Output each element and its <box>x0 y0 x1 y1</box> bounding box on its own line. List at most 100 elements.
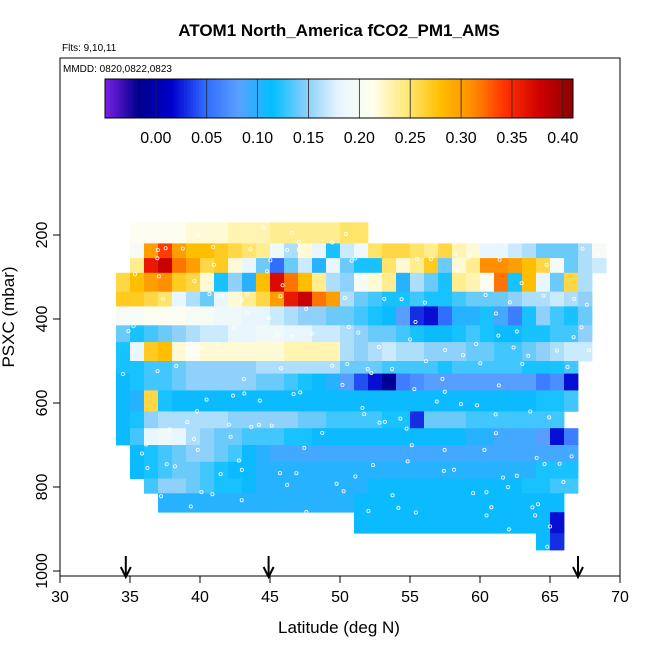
heatmap-cell <box>270 361 285 374</box>
sample-point <box>579 325 584 330</box>
sample-point <box>291 392 296 397</box>
sample-point <box>126 329 131 334</box>
heatmap-cell <box>144 258 159 274</box>
colorbar-tick-label: 0.10 <box>242 130 273 147</box>
sample-point <box>519 281 524 286</box>
heatmap-cell <box>312 390 327 412</box>
colorbar-segment <box>268 79 273 118</box>
heatmap-cell <box>200 291 215 307</box>
y-tick-label: 400 <box>34 306 51 333</box>
sample-point <box>186 306 191 311</box>
colorbar-segment <box>406 79 410 118</box>
heatmap-cell <box>354 272 369 293</box>
colorbar-segment <box>347 79 352 118</box>
heatmap-cell <box>578 243 593 259</box>
heatmap-cell <box>494 390 509 412</box>
heatmap-cell <box>424 428 439 446</box>
heatmap-cell <box>284 272 299 293</box>
heatmap-cell <box>396 411 411 429</box>
colorbar-segment <box>549 79 554 118</box>
colorbar-tick-label: 0.35 <box>496 130 527 147</box>
heatmap-cell <box>144 222 159 244</box>
heatmap-cell <box>298 291 313 307</box>
heatmap-cell <box>172 428 187 446</box>
heatmap-cell <box>480 428 495 446</box>
sample-point <box>365 366 370 371</box>
sample-point <box>496 383 501 388</box>
heatmap-cell <box>396 272 411 293</box>
heatmap-cell <box>368 493 383 513</box>
colorbar-segment <box>257 79 261 118</box>
heatmap-cell <box>508 445 523 463</box>
heatmap-cell <box>536 428 551 446</box>
heatmap-cell <box>522 361 537 374</box>
heatmap-cell <box>466 258 481 274</box>
colorbar-segment <box>429 79 434 118</box>
colorbar-segment <box>350 79 355 118</box>
heatmap-cell <box>144 325 159 343</box>
heatmap-cell <box>452 493 467 513</box>
colorbar-segment <box>564 79 568 118</box>
sample-point <box>159 229 164 234</box>
colorbar-segment <box>224 79 229 118</box>
sample-point <box>304 306 309 311</box>
sample-point <box>442 389 447 394</box>
heatmap-cell <box>564 306 579 326</box>
heatmap-cell <box>382 243 397 259</box>
heatmap-cell <box>326 493 341 513</box>
sample-point <box>216 342 221 347</box>
sample-point <box>534 455 539 460</box>
colorbar-segment <box>333 79 337 118</box>
sample-point <box>120 372 125 377</box>
heatmap-cell <box>270 243 285 259</box>
heatmap-cell <box>270 306 285 326</box>
heatmap-cell <box>578 272 593 293</box>
heatmap-cell <box>326 445 341 463</box>
sample-point <box>349 258 354 263</box>
heatmap-cell <box>312 373 327 391</box>
heatmap-cell <box>200 342 215 362</box>
heatmap-cell <box>564 243 579 259</box>
heatmap-cell <box>396 361 411 374</box>
colorbar-segment <box>467 79 472 118</box>
colorbar-segment <box>143 79 147 118</box>
heatmap-cell <box>186 258 201 274</box>
heatmap-cell <box>480 445 495 463</box>
heatmap-cell <box>298 390 313 412</box>
heatmap-cell <box>368 428 383 446</box>
heatmap-cell <box>228 390 243 412</box>
heatmap-cell <box>564 461 579 479</box>
colorbar-tick-label: 0.20 <box>344 130 375 147</box>
sample-point <box>218 471 223 476</box>
heatmap-cell <box>550 493 565 513</box>
heatmap-cell <box>158 461 173 479</box>
heatmap-cell <box>438 390 453 412</box>
heatmap-cell <box>536 533 551 551</box>
sample-point <box>501 475 506 480</box>
heatmap-cell <box>536 373 551 391</box>
heatmap-cell <box>144 461 159 479</box>
colorbar-segment <box>292 79 296 118</box>
heatmap-cell <box>354 306 369 326</box>
heatmap-cell <box>298 445 313 463</box>
heatmap-cell <box>466 493 481 513</box>
heatmap-cell <box>550 478 565 494</box>
heatmap-cell <box>410 306 425 326</box>
colorbar-segment <box>379 79 384 118</box>
sample-point <box>584 302 589 307</box>
sample-point <box>453 252 458 257</box>
heatmap-cell <box>256 478 271 494</box>
heatmap-cell <box>424 342 439 362</box>
colorbar-segment <box>552 79 556 118</box>
sample-point <box>428 257 433 262</box>
heatmap-cell <box>130 428 145 446</box>
heatmap-cell <box>326 272 341 293</box>
sample-point <box>404 426 409 431</box>
heatmap-cell <box>354 512 369 534</box>
heatmap-cell <box>326 258 341 274</box>
x-tick-label: 65 <box>541 589 559 606</box>
heatmap-cell <box>452 361 467 374</box>
heatmap-cell <box>242 222 257 244</box>
colorbar-segment <box>558 79 562 118</box>
heatmap-cell <box>480 291 495 307</box>
